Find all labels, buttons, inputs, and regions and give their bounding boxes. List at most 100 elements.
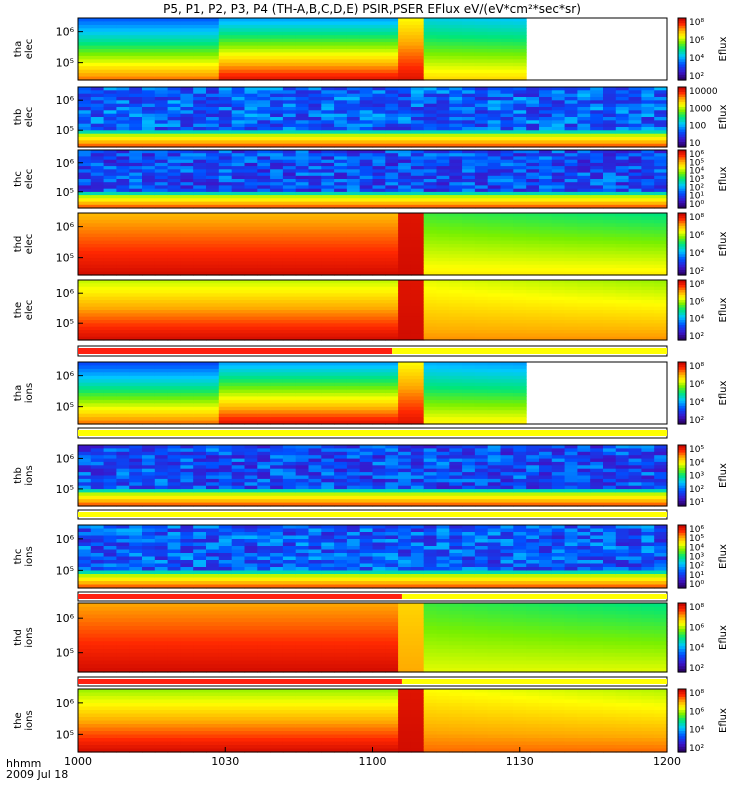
- heatmap-cell: [90, 169, 105, 174]
- heatmap-cell: [78, 313, 92, 318]
- heatmap-cell: [154, 326, 169, 331]
- heatmap-cell: [487, 31, 502, 36]
- heatmap-cell: [167, 195, 181, 199]
- heatmap-cell: [398, 169, 412, 174]
- heatmap-cell: [372, 320, 386, 324]
- heatmap-cell: [257, 323, 271, 328]
- heatmap-cell: [129, 482, 143, 487]
- heatmap-cell: [346, 127, 361, 131]
- heatmap-cell: [449, 330, 463, 334]
- heatmap-cell: [474, 90, 489, 95]
- heatmap-cell: [577, 117, 591, 121]
- heatmap-cell: [244, 133, 258, 138]
- heatmap-cell: [270, 28, 284, 33]
- heatmap-cell: [641, 143, 655, 148]
- heatmap-cell: [628, 296, 642, 301]
- heatmap-cell: [449, 362, 463, 366]
- heatmap-cell: [103, 35, 117, 40]
- heatmap-cell: [487, 379, 502, 384]
- heatmap-cell: [244, 162, 258, 167]
- heatmap-cell: [129, 254, 143, 259]
- heatmap-cell: [244, 406, 258, 411]
- heatmap-cell: [449, 188, 463, 193]
- heatmap-cell: [308, 261, 322, 266]
- heatmap-cell: [577, 100, 591, 105]
- heatmap-cell: [603, 143, 617, 148]
- heatmap-cell: [270, 286, 284, 291]
- heatmap-cell: [410, 66, 425, 71]
- heatmap-cell: [321, 28, 335, 33]
- heatmap-cell: [244, 198, 258, 203]
- heatmap-cell: [218, 379, 233, 384]
- heatmap-cell: [116, 55, 130, 60]
- heatmap-cell: [513, 120, 527, 125]
- colorbar-step: [678, 154, 686, 158]
- heatmap-cell: [90, 185, 105, 190]
- heatmap-cell: [436, 73, 450, 78]
- heatmap-cell: [500, 264, 514, 269]
- heatmap-cell: [513, 188, 527, 193]
- heatmap-cell: [78, 372, 92, 377]
- heatmap-cell: [154, 133, 169, 138]
- heatmap-cell: [282, 247, 297, 252]
- heatmap-cell: [257, 179, 271, 183]
- heatmap-cell: [449, 87, 463, 91]
- heatmap-cell: [180, 300, 194, 304]
- heatmap-cell: [500, 223, 514, 228]
- heatmap-cell: [474, 250, 489, 255]
- colorbar-step: [678, 72, 686, 76]
- heatmap-cell: [346, 417, 361, 422]
- heatmap-cell: [116, 333, 130, 338]
- heatmap-cell: [539, 250, 553, 255]
- heatmap-cell: [282, 323, 297, 328]
- heatmap-cell: [167, 362, 181, 366]
- heatmap-cell: [410, 271, 425, 276]
- heatmap-cell: [257, 271, 271, 276]
- heatmap-cell: [423, 31, 438, 36]
- heatmap-cell: [564, 254, 578, 259]
- heatmap-cell: [206, 185, 220, 190]
- heatmap-cell: [500, 182, 514, 186]
- heatmap-cell: [193, 100, 207, 105]
- heatmap-cell: [129, 455, 143, 460]
- heatmap-cell: [244, 191, 258, 196]
- colorbar-tick-label: 10⁸: [689, 280, 704, 290]
- heatmap-cell: [206, 333, 220, 338]
- heatmap-cell: [116, 133, 130, 138]
- heatmap-cell: [90, 247, 105, 252]
- heatmap-cell: [654, 150, 668, 154]
- heatmap-cell: [500, 62, 514, 67]
- heatmap-cell: [270, 326, 284, 331]
- heatmap-cell: [641, 166, 655, 170]
- heatmap-cell: [218, 100, 233, 105]
- heatmap-cell: [308, 123, 322, 128]
- heatmap-cell: [641, 261, 655, 266]
- heatmap-cell: [231, 368, 246, 373]
- heatmap-cell: [257, 379, 271, 384]
- heatmap-cell: [436, 413, 450, 418]
- heatmap-cell: [359, 107, 374, 111]
- heatmap-cell: [218, 375, 233, 380]
- heatmap-cell: [206, 326, 220, 331]
- heatmap-cell: [539, 254, 553, 259]
- heatmap-cell: [577, 87, 591, 91]
- heatmap-cell: [346, 420, 361, 425]
- heatmap-cell: [78, 93, 92, 98]
- heatmap-cell: [628, 250, 642, 255]
- heatmap-cell: [577, 113, 591, 118]
- heatmap-cell: [129, 330, 143, 334]
- heatmap-cell: [206, 283, 220, 288]
- heatmap-cell: [641, 306, 655, 311]
- heatmap-cell: [577, 159, 591, 164]
- heatmap-cell: [334, 166, 348, 170]
- heatmap-cell: [180, 410, 194, 415]
- heatmap-cell: [603, 159, 617, 164]
- heatmap-cell: [78, 482, 92, 487]
- heatmap-cell: [513, 35, 527, 40]
- heatmap-cell: [231, 382, 246, 387]
- heatmap-cell: [257, 237, 271, 242]
- heatmap-cell: [142, 213, 156, 217]
- heatmap-cell: [116, 485, 130, 490]
- heatmap-cell: [78, 42, 92, 47]
- heatmap-cell: [372, 375, 386, 380]
